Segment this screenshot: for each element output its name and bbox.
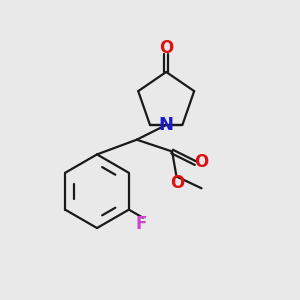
Text: O: O: [159, 39, 173, 57]
Text: F: F: [136, 215, 147, 233]
Text: O: O: [170, 174, 184, 192]
Text: O: O: [194, 153, 208, 171]
Text: N: N: [159, 116, 174, 134]
